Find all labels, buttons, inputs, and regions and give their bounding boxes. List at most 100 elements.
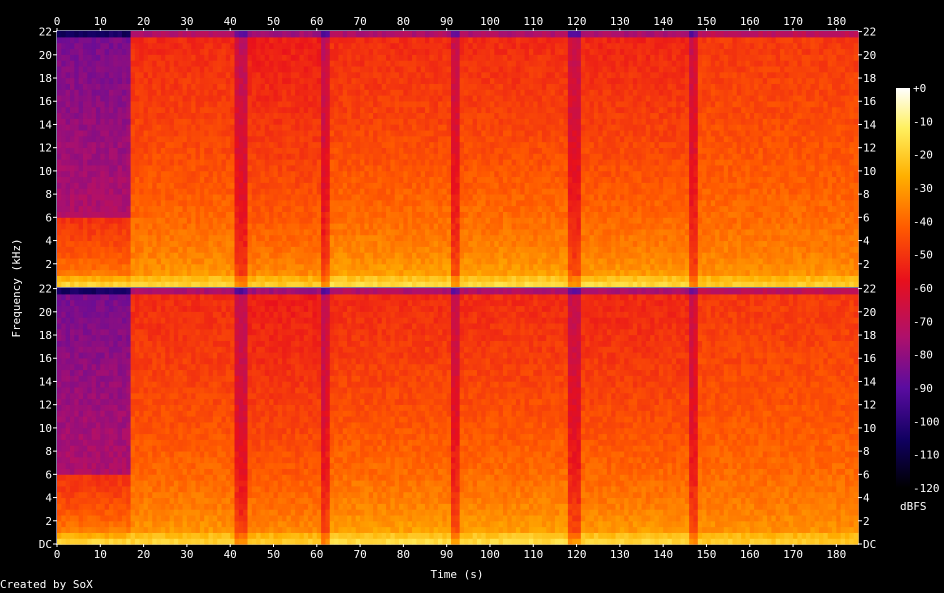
spectrogram-cell (139, 48, 145, 55)
spectrogram-cell (199, 228, 205, 236)
spectrogram-cell (134, 223, 140, 230)
spectrogram-cell (117, 211, 123, 218)
spectrogram-cell (528, 228, 534, 236)
spectrogram-cell (472, 77, 478, 84)
spectrogram-cell (537, 228, 543, 236)
spectrogram-cell (325, 112, 331, 119)
spectrogram-cell (126, 106, 132, 114)
spectrogram-cell (160, 42, 166, 50)
spectrogram-cell (104, 269, 110, 276)
spectrogram-cell (412, 124, 417, 131)
spectrogram-cell (82, 228, 88, 236)
spectrogram-cell (403, 182, 409, 189)
spectrogram-cell (108, 281, 114, 288)
spectrogram-cell (481, 275, 487, 282)
spectrogram-cell (251, 100, 257, 108)
spectrogram-cell (251, 263, 257, 271)
spectrogram-cell (212, 124, 218, 131)
spectrogram-cell (347, 112, 353, 119)
spectrogram-cell (199, 60, 205, 67)
spectrogram-cell (533, 112, 539, 119)
spectrogram-cell (364, 135, 370, 143)
spectrogram-cell (338, 199, 344, 207)
spectrogram-cell (347, 176, 353, 183)
spectrogram-cell (282, 71, 288, 79)
spectrogram-cell (308, 193, 314, 201)
spectrogram-cell (355, 141, 361, 148)
spectrogram-cell (329, 135, 335, 143)
spectrogram-cell (217, 234, 223, 242)
spectrogram-cell (377, 48, 383, 55)
spectrogram-cell (230, 77, 236, 84)
spectrogram-cell (373, 112, 378, 119)
spectrogram-cell (230, 211, 236, 218)
spectrogram-cell (381, 153, 387, 160)
spectrogram-cell (230, 217, 236, 224)
spectrogram-cell (143, 112, 149, 119)
spectrogram-cell (394, 42, 400, 50)
spectrogram-cell (451, 217, 456, 224)
spectrogram-cell (277, 257, 283, 265)
spectrogram-cell (82, 153, 88, 160)
spectrogram-cell (520, 36, 526, 44)
spectrogram-cell (225, 60, 231, 67)
spectrogram-cell (277, 263, 283, 271)
spectrogram-cell (126, 211, 132, 218)
spectrogram-cell (412, 193, 417, 201)
spectrogram-cell (451, 89, 456, 96)
spectrogram-cell (438, 159, 443, 166)
spectrogram-cell (489, 176, 495, 183)
spectrogram-cell (152, 129, 158, 137)
spectrogram-cell (386, 83, 391, 90)
spectrogram-cell (65, 36, 71, 44)
spectrogram-cell (152, 234, 158, 242)
spectrogram-cell (100, 106, 106, 114)
spectrogram-cell (269, 205, 275, 212)
spectrogram-cell (502, 135, 508, 143)
spectrogram-cell (303, 188, 309, 195)
spectrogram-cell (256, 199, 262, 207)
spectrogram-cell (225, 170, 231, 178)
spectrogram-cell (256, 164, 262, 172)
spectrogram-cell (169, 246, 175, 253)
spectrogram-cell (57, 42, 62, 50)
spectrogram-cell (100, 54, 106, 61)
spectrogram-cell (277, 106, 283, 114)
spectrogram-cell (290, 124, 296, 131)
spectrogram-cell (316, 234, 322, 242)
spectrogram-cell (208, 77, 214, 84)
spectrogram-cell (247, 263, 253, 271)
spectrogram-cell (299, 228, 305, 236)
spectrogram-cell (156, 217, 162, 224)
spectrogram-cell (312, 223, 318, 230)
spectrogram-cell (208, 176, 214, 183)
spectrogram-cell (290, 170, 296, 178)
spectrogram-cell (368, 118, 374, 125)
spectrogram-cell (438, 60, 443, 67)
spectrogram-cell (234, 71, 240, 79)
spectrogram-cell (130, 112, 136, 119)
spectrogram-cell (537, 223, 543, 230)
spectrogram-cell (156, 83, 162, 90)
spectrogram-cell (507, 234, 513, 242)
spectrogram-cell (386, 65, 391, 73)
spectrogram-cell (360, 42, 366, 50)
spectrogram-cell (325, 124, 331, 131)
spectrogram-cell (446, 269, 452, 276)
spectrogram-cell (74, 240, 80, 247)
spectrogram-cell (481, 77, 487, 84)
spectrogram-cell (234, 176, 240, 183)
spectrogram-cell (225, 246, 231, 253)
spectrogram-cell (425, 275, 430, 282)
spectrogram-cell (143, 234, 149, 242)
spectrogram-cell (373, 31, 378, 38)
spectrogram-cell (117, 71, 123, 79)
spectrogram-cell (334, 281, 340, 288)
spectrogram-cell (191, 100, 197, 108)
spectrogram-cell (394, 159, 400, 166)
spectrogram-cell (325, 199, 331, 207)
spectrogram-cell (338, 193, 344, 201)
spectrogram-cell (524, 275, 530, 282)
spectrogram-cell (494, 193, 500, 201)
spectrogram-cell (74, 199, 80, 207)
